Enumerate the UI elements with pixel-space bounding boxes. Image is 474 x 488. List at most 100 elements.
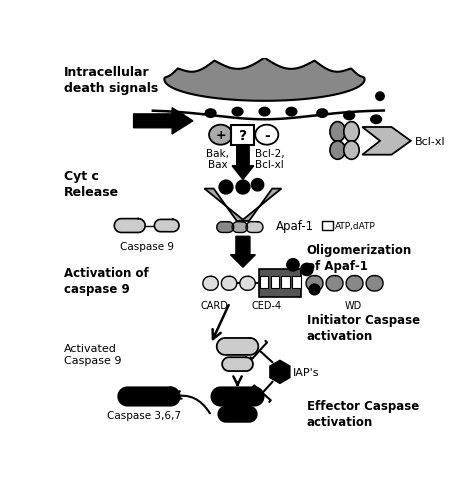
Text: WD: WD (345, 301, 362, 310)
Bar (259, 270, 301, 298)
Text: Activation of
caspase 9: Activation of caspase 9 (64, 267, 149, 296)
Text: CED-4: CED-4 (252, 301, 282, 310)
Ellipse shape (131, 219, 145, 233)
Bar (222, 222, 228, 233)
Ellipse shape (259, 108, 270, 117)
Text: Activated
Caspase 9: Activated Caspase 9 (64, 343, 122, 366)
Text: Bcl-2,
Bcl-xl: Bcl-2, Bcl-xl (255, 148, 285, 170)
Ellipse shape (344, 142, 359, 160)
Bar (260, 276, 268, 288)
Bar (228, 277, 230, 291)
Text: Bak,
Bax: Bak, Bax (206, 148, 229, 170)
Text: Cyt c
Release: Cyt c Release (64, 169, 119, 198)
Text: CARD: CARD (201, 301, 228, 310)
Ellipse shape (209, 125, 232, 145)
Text: Caspase 3,6,7: Caspase 3,6,7 (107, 410, 181, 421)
Bar (374, 276, 375, 291)
Circle shape (287, 259, 299, 271)
Text: Caspase 9: Caspase 9 (120, 242, 174, 251)
Ellipse shape (344, 122, 359, 142)
Ellipse shape (346, 276, 362, 291)
Text: Oligomerization
of Apaf-1: Oligomerization of Apaf-1 (307, 244, 412, 273)
Ellipse shape (205, 110, 216, 118)
Ellipse shape (330, 142, 346, 160)
Ellipse shape (217, 338, 234, 355)
Ellipse shape (204, 277, 219, 291)
Bar (271, 276, 279, 288)
Ellipse shape (317, 110, 328, 118)
Polygon shape (134, 108, 193, 135)
Bar (229, 358, 246, 371)
Ellipse shape (221, 277, 235, 291)
Ellipse shape (286, 108, 297, 117)
Ellipse shape (326, 276, 341, 291)
Text: +: + (215, 129, 226, 142)
Text: Intracellular
death signals: Intracellular death signals (64, 65, 158, 95)
Polygon shape (362, 128, 411, 155)
Ellipse shape (240, 277, 254, 291)
Ellipse shape (241, 277, 255, 291)
Bar (220, 387, 255, 406)
Polygon shape (204, 189, 245, 222)
Text: Bcl-xl: Bcl-xl (415, 137, 445, 146)
Circle shape (309, 285, 320, 295)
Bar (354, 276, 356, 291)
Bar (247, 277, 248, 291)
Ellipse shape (211, 387, 230, 406)
Ellipse shape (239, 358, 253, 371)
Ellipse shape (255, 125, 278, 145)
Text: -: - (264, 128, 270, 142)
Text: IAP's: IAP's (293, 367, 319, 377)
Ellipse shape (174, 114, 185, 122)
Polygon shape (241, 189, 282, 222)
Ellipse shape (366, 276, 382, 291)
Bar (334, 276, 335, 291)
Text: ?: ? (239, 129, 247, 143)
Bar (314, 276, 315, 291)
Ellipse shape (308, 276, 323, 291)
Ellipse shape (347, 276, 363, 291)
Ellipse shape (222, 358, 236, 371)
Ellipse shape (252, 222, 263, 233)
Bar (237, 222, 242, 233)
Text: Apaf-1: Apaf-1 (276, 220, 314, 233)
Ellipse shape (114, 219, 128, 233)
Ellipse shape (217, 222, 228, 233)
Bar (121, 219, 138, 233)
Ellipse shape (328, 276, 343, 291)
Ellipse shape (241, 407, 257, 422)
Ellipse shape (155, 220, 167, 232)
Ellipse shape (167, 220, 179, 232)
Circle shape (219, 181, 233, 195)
Bar (226, 407, 249, 422)
Ellipse shape (219, 407, 234, 422)
Bar (210, 277, 211, 291)
Text: Effector Caspase
activation: Effector Caspase activation (307, 399, 419, 428)
Bar (128, 387, 171, 406)
Bar (292, 276, 301, 288)
Ellipse shape (232, 222, 243, 233)
Ellipse shape (118, 387, 137, 406)
Ellipse shape (232, 108, 243, 117)
Bar (225, 338, 250, 355)
Bar (251, 222, 257, 233)
Polygon shape (232, 146, 254, 180)
Circle shape (301, 264, 313, 276)
Bar (282, 276, 290, 288)
Bar (231, 126, 255, 146)
Polygon shape (164, 59, 365, 102)
Text: ATP,dATP: ATP,dATP (335, 222, 376, 230)
Ellipse shape (368, 276, 383, 291)
Ellipse shape (246, 222, 257, 233)
Bar (322, 222, 333, 231)
Circle shape (236, 181, 250, 195)
Ellipse shape (245, 387, 264, 406)
Ellipse shape (223, 222, 234, 233)
Text: Initiator Caspase
activation: Initiator Caspase activation (307, 313, 420, 342)
Ellipse shape (241, 338, 258, 355)
Bar (161, 220, 173, 232)
Circle shape (251, 179, 264, 191)
Ellipse shape (371, 116, 382, 124)
Ellipse shape (237, 222, 247, 233)
Ellipse shape (223, 277, 237, 291)
